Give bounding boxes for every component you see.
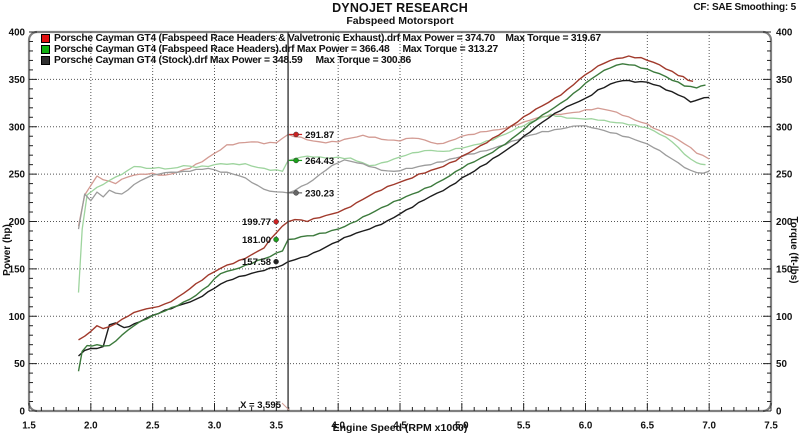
x-tick-label: 5.5 <box>517 420 531 431</box>
y-right-tick-label: 0 <box>776 407 782 418</box>
y-right-tick-label: 300 <box>776 122 793 133</box>
legend-swatch-black <box>41 56 50 65</box>
correction-factor-label: CF: SAE Smoothing: 5 <box>689 2 796 13</box>
torque-marker-dot <box>293 131 299 138</box>
torque-cursor-value: 264.43 <box>305 156 334 167</box>
y-right-axis-title: Torque (ft-lbs) <box>788 216 799 283</box>
power-marker-dot <box>273 258 279 265</box>
y-right-tick-label: 250 <box>776 170 793 181</box>
curve-valvetronic-torque <box>77 107 710 227</box>
torque-marker-dot <box>293 190 299 196</box>
y-right-tick-label: 200 <box>776 217 793 228</box>
y-right-tick-label: 50 <box>776 359 787 370</box>
cursor-x-readout: X = 3.595 <box>240 400 282 411</box>
axis-ticks <box>28 31 772 412</box>
y-right-tick-label: 100 <box>776 312 793 323</box>
legend-label: Porsche Cayman GT4 (Fabspeed Race Header… <box>54 44 498 55</box>
curve-headers-torque <box>77 113 706 293</box>
legend-label: Porsche Cayman GT4 (Fabspeed Race Header… <box>54 33 601 44</box>
x-tick-label: 2.5 <box>146 420 160 431</box>
x-tick-label: 6.5 <box>641 420 655 431</box>
x-tick-label: 2.0 <box>84 420 98 431</box>
torque-cursor-value: 230.23 <box>305 188 334 199</box>
y-right-tick-label: 400 <box>776 28 793 39</box>
page-title: DYNOJET RESEARCH <box>332 1 468 15</box>
power-marker-dot <box>273 236 279 243</box>
legend-label: Porsche Cayman GT4 (Stock).drf Max Power… <box>54 55 411 66</box>
y-left-tick-label: 50 <box>14 359 25 370</box>
x-tick-label: 5.0 <box>455 420 469 431</box>
legend-swatch-green <box>41 45 50 54</box>
x-tick-label: 3.5 <box>270 420 284 431</box>
y-left-tick-label: 150 <box>9 264 26 275</box>
legend-swatch-red <box>41 34 50 43</box>
curve-valvetronic-power <box>78 55 694 341</box>
cursor-layer: 291.87 264.43 230.23 199.77 181.00 157.58 <box>242 32 334 411</box>
y-left-tick-label: 300 <box>9 122 26 133</box>
legend: Porsche Cayman GT4 (Fabspeed Race Header… <box>41 33 601 66</box>
x-tick-label: 7.0 <box>702 420 716 431</box>
power-marker-dot <box>273 218 279 225</box>
x-tick-label: 6.0 <box>579 420 593 431</box>
torque-cursor-value: 291.87 <box>305 130 334 141</box>
power-cursor-value: 157.58 <box>242 257 271 268</box>
dyno-curves <box>77 55 710 372</box>
y-left-tick-label: 250 <box>9 170 26 181</box>
y-right-tick-label: 150 <box>776 264 793 275</box>
tick-labels: 1.5 2.0 2.5 3.0 3.5 4.0 4.5 5.0 5.5 6.0 6.5 7.0 7.5 0… <box>9 28 793 432</box>
curve-headers-power <box>77 63 706 372</box>
y-left-tick-label: 200 <box>9 217 26 228</box>
y-left-tick-label: 400 <box>9 28 26 39</box>
y-left-tick-label: 0 <box>20 407 26 418</box>
x-tick-label: 1.5 <box>22 420 36 431</box>
x-tick-label: 4.0 <box>331 420 345 431</box>
grid-lines <box>29 32 771 411</box>
legend-row-headers: Porsche Cayman GT4 (Fabspeed Race Header… <box>41 44 601 55</box>
x-axis-title: Engine Speed (RPM x1000) <box>333 422 468 433</box>
y-left-tick-label: 350 <box>9 75 26 86</box>
legend-row-valvetronic: Porsche Cayman GT4 (Fabspeed Race Header… <box>41 33 601 44</box>
y-left-tick-label: 100 <box>9 312 26 323</box>
cursor-label-pointer <box>281 402 290 411</box>
curve-stock-torque <box>77 125 710 230</box>
x-tick-label: 4.5 <box>393 420 407 431</box>
page-subtitle: Fabspeed Motorsport <box>346 15 454 27</box>
torque-marker-dot <box>293 157 299 164</box>
legend-row-stock: Porsche Cayman GT4 (Stock).drf Max Power… <box>41 55 601 66</box>
power-cursor-value: 199.77 <box>242 217 271 228</box>
y-left-axis-title: Power (hp) <box>2 224 13 276</box>
y-right-tick-label: 350 <box>776 75 793 86</box>
x-tick-label: 7.5 <box>764 420 778 431</box>
x-tick-label: 3.0 <box>208 420 222 431</box>
power-cursor-value: 181.00 <box>242 235 271 246</box>
